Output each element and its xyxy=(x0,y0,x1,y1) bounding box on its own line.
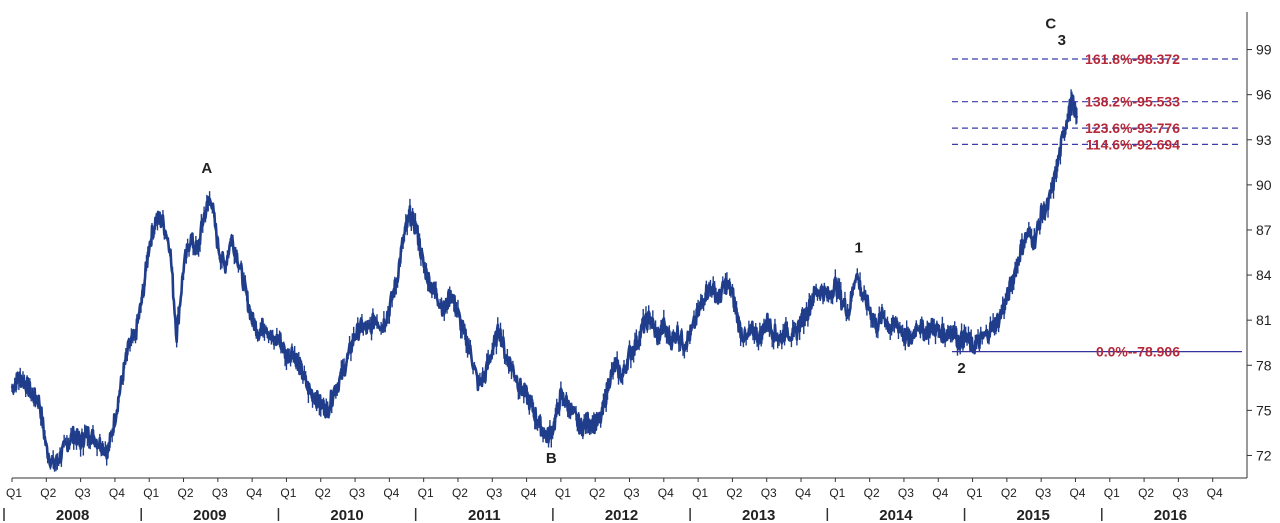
fib-level-label: 138.2%-95.533 xyxy=(1085,94,1180,110)
quarter-label: Q3 xyxy=(898,486,914,500)
year-label: 2012 xyxy=(605,507,638,523)
wave-label: B xyxy=(546,450,557,467)
quarter-label: Q2 xyxy=(726,486,742,500)
quarter-label: Q1 xyxy=(6,486,22,500)
quarter-label: Q4 xyxy=(932,486,948,500)
quarter-label: Q4 xyxy=(1207,486,1223,500)
y-tick-label: 96 xyxy=(1256,87,1272,103)
year-label: 2011 xyxy=(468,507,501,523)
y-tick-label: 81 xyxy=(1256,312,1272,328)
wave-label: A xyxy=(201,160,212,177)
wave-label: C xyxy=(1045,16,1056,33)
quarter-label: Q2 xyxy=(315,486,331,500)
wave-label: 1 xyxy=(854,240,862,257)
quarter-label: Q2 xyxy=(40,486,56,500)
y-tick-label: 87 xyxy=(1256,222,1272,238)
quarter-label: Q2 xyxy=(1001,486,1017,500)
quarter-label: Q3 xyxy=(486,486,502,500)
y-tick-label: 93 xyxy=(1256,132,1272,148)
quarter-label: Q2 xyxy=(452,486,468,500)
quarter-label: Q2 xyxy=(589,486,605,500)
quarter-label: Q3 xyxy=(212,486,228,500)
quarter-label: Q3 xyxy=(349,486,365,500)
quarter-label: Q2 xyxy=(178,486,194,500)
y-tick-label: 84 xyxy=(1256,267,1272,283)
quarter-label: Q3 xyxy=(1172,486,1188,500)
wave-label: 2 xyxy=(957,360,965,377)
y-tick-label: 90 xyxy=(1256,177,1272,193)
quarter-label: Q2 xyxy=(1138,486,1154,500)
y-tick-label: 99 xyxy=(1256,42,1272,58)
fibonacci-levels: 161.8%-98.372 138.2%-95.533 123.6%-93.7761… xyxy=(951,51,1242,360)
base-level-label: 0.0%--78.906 xyxy=(1096,344,1180,360)
axes: 72 75 78 81 84 87 90 93 96 99 Q1 Q2 Q3 Q4 2008 Q1 Q2 Q3 Q4… xyxy=(3,12,1272,523)
quarter-label: Q4 xyxy=(109,486,125,500)
quarter-label: Q1 xyxy=(555,486,571,500)
quarter-label: Q3 xyxy=(75,486,91,500)
year-label: 2008 xyxy=(56,507,89,523)
year-label: 2013 xyxy=(742,507,775,523)
quarter-label: Q4 xyxy=(246,486,262,500)
quarter-label: Q4 xyxy=(521,486,537,500)
quarter-label: Q1 xyxy=(829,486,845,500)
plot-area xyxy=(10,89,1079,472)
quarter-label: Q3 xyxy=(1035,486,1051,500)
quarter-label: Q4 xyxy=(795,486,811,500)
quarter-label: Q4 xyxy=(658,486,674,500)
quarter-label: Q1 xyxy=(1104,486,1120,500)
wave-label: 3 xyxy=(1058,32,1066,49)
fib-level-label: 161.8%-98.372 xyxy=(1085,51,1180,67)
price-series-line xyxy=(10,94,1079,470)
quarter-label: Q1 xyxy=(280,486,296,500)
quarter-label: Q1 xyxy=(692,486,708,500)
quarter-label: Q3 xyxy=(761,486,777,500)
y-tick-label: 78 xyxy=(1256,357,1272,373)
year-label: 2014 xyxy=(879,507,913,523)
y-tick-label: 72 xyxy=(1256,447,1272,463)
y-tick-label: 75 xyxy=(1256,402,1272,418)
fib-level-label: 123.6%-93.776 xyxy=(1085,120,1180,136)
quarter-label: Q1 xyxy=(967,486,983,500)
quarter-label: Q1 xyxy=(143,486,159,500)
year-label: 2016 xyxy=(1154,507,1187,523)
year-label: 2015 xyxy=(1016,507,1049,523)
fib-level-label: 114.6%-92.694 xyxy=(1086,136,1180,152)
quarter-label: Q3 xyxy=(623,486,639,500)
year-label: 2010 xyxy=(330,507,363,523)
quarter-label: Q4 xyxy=(1069,486,1085,500)
quarter-label: Q1 xyxy=(418,486,434,500)
year-label: 2009 xyxy=(193,507,226,523)
quarter-label: Q4 xyxy=(383,486,399,500)
wave-labels: A B 1 2 C3 xyxy=(201,16,1065,467)
quarter-label: Q2 xyxy=(864,486,880,500)
